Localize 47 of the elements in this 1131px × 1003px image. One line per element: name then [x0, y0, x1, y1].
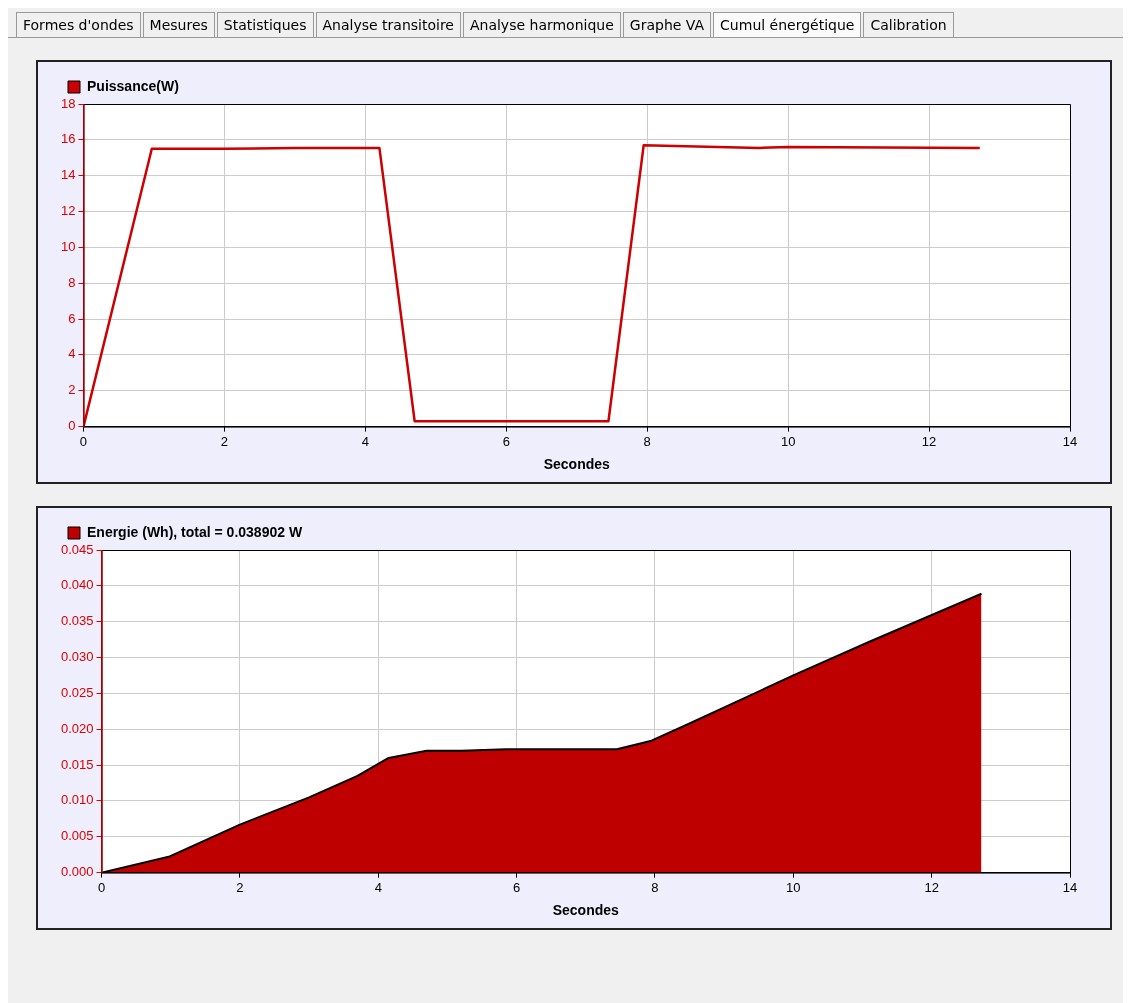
text: Mesures [142, 12, 215, 37]
y-tick-label: 2 [68, 382, 76, 398]
legend-label: Puissance(W) [87, 77, 179, 94]
x-tick-label: 8 [643, 433, 651, 449]
x-tick-label: 10 [780, 433, 796, 449]
x-tick-label: 14 [1062, 433, 1078, 449]
y-tick-label: 0.040 [60, 577, 94, 593]
x-tick-label: 2 [236, 879, 244, 895]
x-tick-label: 14 [1062, 879, 1078, 895]
text: Statistiques [216, 12, 314, 37]
y-tick-label: 12 [60, 203, 76, 219]
x-axis-title: Secondes [552, 902, 620, 919]
y-tick-label: 10 [60, 238, 76, 254]
x-tick-label: 6 [512, 879, 521, 895]
y-tick-label: 6 [68, 310, 76, 326]
x-tick-label: 0 [97, 879, 106, 895]
y-tick-label: 8 [68, 274, 76, 290]
y-tick-label: 0.015 [60, 756, 94, 772]
text: Analyse harmonique [462, 12, 621, 37]
x-tick-label: 12 [924, 879, 939, 895]
y-tick-label: 0.000 [60, 864, 94, 880]
y-tick-label: 0.025 [60, 684, 94, 700]
text: Analyse transitoire [315, 12, 461, 37]
y-tick-label: 0.045 [60, 541, 94, 557]
y-tick-label: 4 [68, 346, 76, 362]
y-tick-label: 14 [60, 167, 76, 183]
x-tick-label: 12 [921, 433, 937, 449]
y-tick-label: 16 [60, 131, 76, 147]
x-tick-label: 4 [374, 879, 382, 895]
y-tick-label: 0.030 [60, 649, 94, 665]
x-tick-label: 4 [361, 433, 369, 449]
legend-label: Energie (Wh), total = 0.038902 W [87, 523, 303, 540]
y-tick-label: 18 [60, 95, 76, 111]
x-tick-label: 8 [651, 879, 659, 895]
x-tick-label: 2 [220, 433, 229, 449]
y-tick-label: 0.010 [60, 792, 94, 808]
y-tick-label: 0 [68, 418, 76, 434]
x-tick-label: 6 [502, 433, 510, 449]
y-tick-label: 0.005 [60, 828, 94, 844]
y-tick-label: 0.035 [60, 613, 94, 629]
text: Formes d'ondes [16, 12, 141, 37]
text: Calibration [863, 12, 954, 37]
y-tick-label: 0.020 [60, 720, 94, 736]
text: Cumul énergétique [713, 12, 862, 37]
x-tick-label: 10 [786, 879, 801, 895]
x-axis-title: Secondes [543, 456, 611, 473]
text: Graphe VA [622, 12, 712, 37]
